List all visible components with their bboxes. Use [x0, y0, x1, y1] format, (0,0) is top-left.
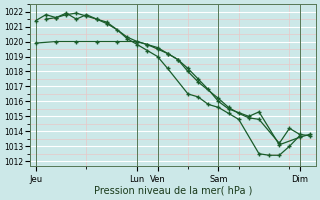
X-axis label: Pression niveau de la mer( hPa ): Pression niveau de la mer( hPa ) — [93, 186, 252, 196]
